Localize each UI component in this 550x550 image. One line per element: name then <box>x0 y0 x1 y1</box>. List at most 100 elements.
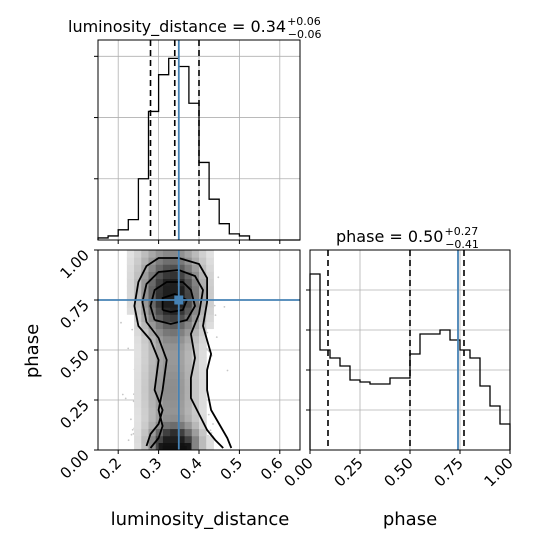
density-cell <box>199 250 207 258</box>
density-cell <box>191 278 200 287</box>
density-cell <box>162 271 171 280</box>
density-cell <box>206 285 214 294</box>
density-cell <box>134 421 142 430</box>
density-cell <box>191 357 200 365</box>
density-cell <box>184 278 193 287</box>
density-cell <box>162 335 171 344</box>
density-cell <box>199 414 207 422</box>
density-cell <box>199 300 207 308</box>
density-cell <box>191 250 200 258</box>
density-cell <box>177 257 186 265</box>
density-cell <box>177 378 186 387</box>
density-cell <box>155 421 164 430</box>
density-cell <box>170 314 178 322</box>
density-cell <box>148 278 157 287</box>
density-cell <box>206 314 214 322</box>
density-cell <box>199 271 207 280</box>
density-cell <box>206 257 214 265</box>
density-cell <box>148 285 157 294</box>
density-cell <box>126 271 135 280</box>
density-cell <box>191 321 200 330</box>
density-cell <box>148 392 157 401</box>
sample-point <box>206 331 209 334</box>
density-cell <box>155 435 164 444</box>
density-cell <box>162 257 171 265</box>
density-cell <box>191 421 200 430</box>
density-cell <box>148 257 157 265</box>
density-cell <box>206 250 214 258</box>
density-cell <box>177 428 186 437</box>
density-cell <box>155 385 164 394</box>
density-cell <box>134 264 142 272</box>
sample-point <box>217 276 220 279</box>
sample-point <box>209 429 212 432</box>
density-cell <box>141 400 149 408</box>
density-cell <box>148 357 157 365</box>
density-cell <box>206 292 214 301</box>
density-cell <box>184 328 193 337</box>
density-cell <box>141 292 149 301</box>
sample-point <box>130 418 132 421</box>
density-cell <box>155 342 164 351</box>
sample-point <box>226 369 229 372</box>
density-cell <box>184 342 193 351</box>
density-cell <box>191 350 200 358</box>
x-tick-label: 0.75 <box>430 454 466 490</box>
density-cell <box>206 271 214 280</box>
density-cell <box>199 328 207 337</box>
density-cell <box>177 271 186 280</box>
density-cell <box>191 314 200 322</box>
density-cell <box>162 371 171 380</box>
density-cell <box>141 378 149 387</box>
density-cell <box>148 314 157 322</box>
density-cell <box>155 257 164 265</box>
density-cell <box>148 300 157 308</box>
density-cell <box>134 328 142 337</box>
density-cell <box>155 278 164 287</box>
density-cell <box>155 250 164 258</box>
density-cell <box>184 307 193 315</box>
density-cell <box>126 278 135 287</box>
density-cell <box>155 307 164 315</box>
density-cell <box>199 378 207 387</box>
density-cell <box>162 321 171 330</box>
density-cell <box>162 314 171 322</box>
panel-content <box>98 250 300 450</box>
density-cell <box>184 335 193 344</box>
density-cell <box>126 257 135 265</box>
density-cell <box>191 364 200 372</box>
x-tick-label: 0.25 <box>330 454 366 490</box>
density-cell <box>191 264 200 272</box>
density-cell <box>170 364 178 372</box>
density-cell <box>162 350 171 358</box>
density-cell <box>177 342 186 351</box>
density-cell <box>134 385 142 394</box>
density-cell <box>177 435 186 444</box>
density-cell <box>199 442 207 450</box>
density-cell <box>191 328 200 337</box>
density-cell <box>170 414 178 422</box>
density-cell <box>184 292 193 301</box>
density-cell <box>134 292 142 301</box>
density-cell <box>141 371 149 380</box>
density-cell <box>134 314 142 322</box>
density-cell <box>134 428 142 437</box>
density-cell <box>134 250 142 258</box>
density-cell <box>199 314 207 322</box>
density-cell <box>177 357 186 365</box>
density-cell <box>184 357 193 365</box>
sample-point <box>207 413 210 416</box>
density-cell <box>148 328 157 337</box>
density-cell <box>206 321 214 330</box>
density-cell <box>126 307 135 315</box>
density-cell <box>134 257 142 265</box>
density-cell <box>148 421 157 430</box>
density-cell <box>170 321 178 330</box>
density-cell <box>199 350 207 358</box>
density-cell <box>177 250 186 258</box>
density-cell <box>191 335 200 344</box>
density-cell <box>155 314 164 322</box>
panel-phase-histogram: 0.00 0.25 0.50 0.75 1.00 <box>280 249 517 490</box>
y-tick-label: 0.75 <box>56 296 92 332</box>
